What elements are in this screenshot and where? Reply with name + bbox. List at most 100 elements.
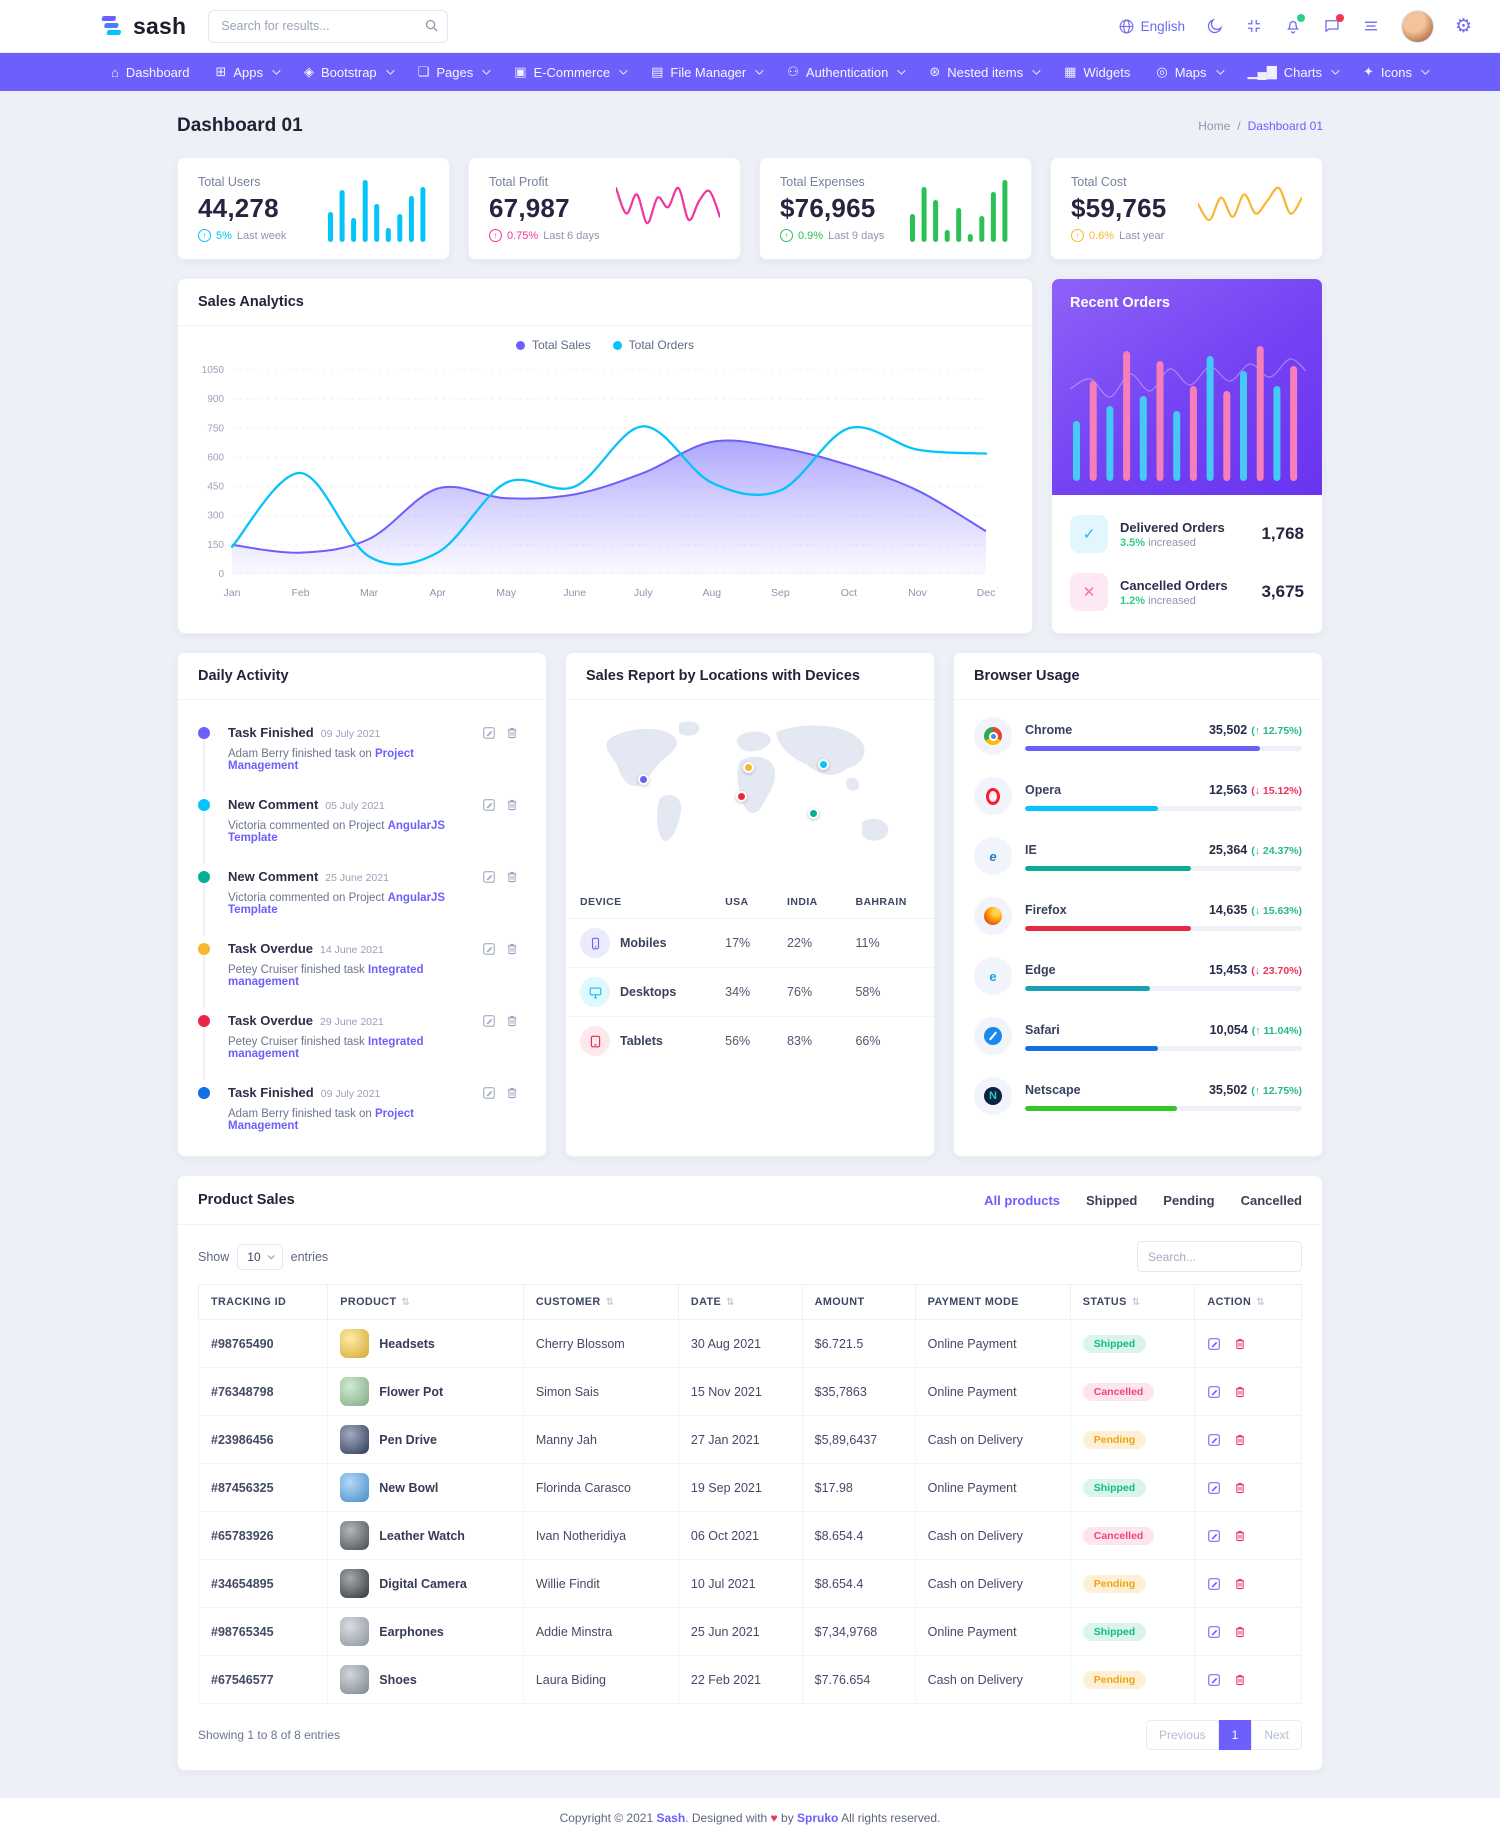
nav-item-bootstrap[interactable]: ◈ Bootstrap bbox=[293, 58, 403, 86]
trash-icon[interactable] bbox=[1233, 1337, 1247, 1351]
avatar[interactable] bbox=[1400, 9, 1434, 43]
pagination-page-1[interactable]: 1 bbox=[1218, 1720, 1252, 1750]
edit-icon[interactable] bbox=[1207, 1433, 1221, 1447]
activity-content: Task Overdue 14 June 2021 Petey Cruiser fi… bbox=[228, 940, 474, 988]
map-location-dot[interactable] bbox=[807, 807, 819, 819]
col-action[interactable]: ACTION ⇅ bbox=[1194, 1284, 1302, 1320]
sort-icon[interactable]: ⇅ bbox=[605, 1297, 615, 1308]
tab-pending[interactable]: Pending bbox=[1163, 1192, 1215, 1208]
device-cell: Desktops bbox=[566, 967, 712, 1017]
tracking-id: #87456325 bbox=[197, 1463, 329, 1512]
tab-cancelled[interactable]: Cancelled bbox=[1240, 1192, 1302, 1208]
edge-logo-icon: e bbox=[974, 957, 1012, 995]
trash-icon[interactable] bbox=[505, 798, 519, 812]
right-sidebar-toggle[interactable] bbox=[1362, 17, 1380, 35]
nav-item-authentication[interactable]: ⚇ Authentication bbox=[776, 58, 914, 86]
browser-usage-card: Browser Usage Chrome 35,502 (↑ 12.75%) Oper… bbox=[953, 652, 1323, 1157]
col-status[interactable]: STATUS ⇅ bbox=[1069, 1284, 1196, 1320]
legend-total-sales[interactable]: Total Sales bbox=[515, 338, 591, 352]
edit-icon[interactable] bbox=[482, 798, 496, 812]
nav-item-file-manager[interactable]: ▤ File Manager bbox=[640, 58, 772, 86]
language-switcher[interactable]: English bbox=[1118, 18, 1185, 35]
edit-icon[interactable] bbox=[482, 726, 496, 740]
activity-link[interactable]: Project Management bbox=[228, 1108, 415, 1132]
nav-item-charts[interactable]: ▁▄▇ Charts bbox=[1237, 58, 1349, 86]
trash-icon[interactable] bbox=[1233, 1529, 1247, 1543]
col-date[interactable]: DATE ⇅ bbox=[677, 1284, 803, 1320]
trash-icon[interactable] bbox=[1233, 1385, 1247, 1399]
activity-link[interactable]: Integrated management bbox=[228, 1036, 424, 1060]
legend-total-orders[interactable]: Total Orders bbox=[612, 338, 694, 352]
trash-icon[interactable] bbox=[1233, 1673, 1247, 1687]
chart-legend: Total Sales Total Orders bbox=[178, 326, 1032, 354]
edit-icon[interactable] bbox=[1207, 1337, 1221, 1351]
trash-icon[interactable] bbox=[1233, 1433, 1247, 1447]
daily-activity-card: Daily Activity Task Finished 09 July 2021… bbox=[177, 652, 547, 1157]
pagination-previous[interactable]: Previous bbox=[1145, 1720, 1219, 1750]
browser-delta: (↑ 11.04%) bbox=[1251, 1025, 1302, 1037]
trash-icon[interactable] bbox=[505, 870, 519, 884]
edit-icon[interactable] bbox=[1207, 1481, 1221, 1495]
map-location-dot[interactable] bbox=[818, 759, 829, 771]
activity-link[interactable]: Integrated management bbox=[228, 964, 424, 988]
col-customer[interactable]: CUSTOMER ⇅ bbox=[522, 1284, 679, 1320]
trash-icon[interactable] bbox=[505, 726, 519, 740]
edit-icon[interactable] bbox=[1207, 1577, 1221, 1591]
edit-icon[interactable] bbox=[482, 1086, 496, 1100]
search-input[interactable] bbox=[208, 9, 449, 43]
page-size-select[interactable]: 10 bbox=[237, 1243, 283, 1270]
sort-icon[interactable]: ⇅ bbox=[1256, 1297, 1265, 1308]
trash-icon[interactable] bbox=[505, 1014, 519, 1028]
nav-item-pages[interactable]: ❏ Pages bbox=[407, 58, 500, 86]
footer-designer-link[interactable]: Spruko bbox=[797, 1811, 839, 1825]
brand[interactable]: sash bbox=[100, 13, 186, 40]
settings-button[interactable]: ⚙ bbox=[1455, 17, 1472, 36]
trash-icon[interactable] bbox=[1233, 1577, 1247, 1591]
col-product[interactable]: PRODUCT ⇅ bbox=[327, 1284, 524, 1320]
activity-link[interactable]: AngularJS Template bbox=[228, 820, 446, 844]
activity-date: 14 June 2021 bbox=[320, 944, 384, 956]
notifications-button[interactable] bbox=[1284, 14, 1305, 35]
sort-icon[interactable]: ⇅ bbox=[726, 1297, 735, 1308]
nav-item-nested-items[interactable]: ⊛ Nested items bbox=[918, 58, 1049, 86]
activity-link[interactable]: AngularJS Template bbox=[228, 892, 446, 916]
trash-icon[interactable] bbox=[505, 1086, 519, 1100]
trash-icon[interactable] bbox=[505, 942, 519, 956]
breadcrumb-home[interactable]: Home bbox=[1198, 119, 1231, 133]
customer-cell: Manny Jah bbox=[522, 1415, 679, 1464]
product-table-body: #98765490 Headsets Cherry Blossom 30 Aug 20… bbox=[197, 1319, 1302, 1704]
pagination-next[interactable]: Next bbox=[1251, 1720, 1302, 1750]
trash-icon[interactable] bbox=[1233, 1625, 1247, 1639]
edit-icon[interactable] bbox=[1207, 1385, 1221, 1399]
browser-progress-fill bbox=[1025, 1046, 1158, 1051]
edit-icon[interactable] bbox=[1207, 1625, 1221, 1639]
edit-icon[interactable] bbox=[1207, 1673, 1221, 1687]
sort-icon[interactable]: ⇅ bbox=[1131, 1297, 1141, 1308]
tab-shipped[interactable]: Shipped bbox=[1086, 1192, 1138, 1208]
edit-icon[interactable] bbox=[482, 870, 496, 884]
messages-button[interactable] bbox=[1323, 14, 1344, 35]
tab-all-products[interactable]: All products bbox=[984, 1192, 1061, 1208]
nav-item-icons[interactable]: ✦ Icons bbox=[1352, 58, 1438, 86]
fullscreen-button[interactable] bbox=[1245, 17, 1263, 35]
table-search-input[interactable] bbox=[1137, 1241, 1302, 1272]
search-icon[interactable] bbox=[424, 18, 439, 33]
nav-item-widgets[interactable]: ▦ Widgets bbox=[1053, 58, 1141, 86]
sort-icon[interactable]: ⇅ bbox=[401, 1297, 411, 1308]
map-location-dot[interactable] bbox=[637, 774, 649, 786]
nav-item-apps[interactable]: ⊞ Apps bbox=[204, 58, 289, 86]
activity-link[interactable]: Project Management bbox=[228, 748, 415, 772]
trash-icon[interactable] bbox=[1233, 1481, 1247, 1495]
nav-item-e-commerce[interactable]: ▣ E-Commerce bbox=[503, 58, 636, 86]
map-location-dot[interactable] bbox=[743, 762, 755, 774]
edit-icon[interactable] bbox=[482, 1014, 496, 1028]
dark-mode-toggle[interactable] bbox=[1206, 17, 1224, 35]
map-location-dot[interactable] bbox=[736, 790, 748, 802]
legend-dot bbox=[612, 340, 622, 350]
footer-brand-link[interactable]: Sash bbox=[656, 1811, 686, 1825]
nav-item-maps[interactable]: ◎ Maps bbox=[1145, 58, 1232, 86]
edit-icon[interactable] bbox=[482, 942, 496, 956]
product-thumbnail bbox=[340, 1665, 370, 1694]
nav-item-dashboard[interactable]: ⌂ Dashboard bbox=[100, 59, 200, 86]
edit-icon[interactable] bbox=[1207, 1529, 1221, 1543]
